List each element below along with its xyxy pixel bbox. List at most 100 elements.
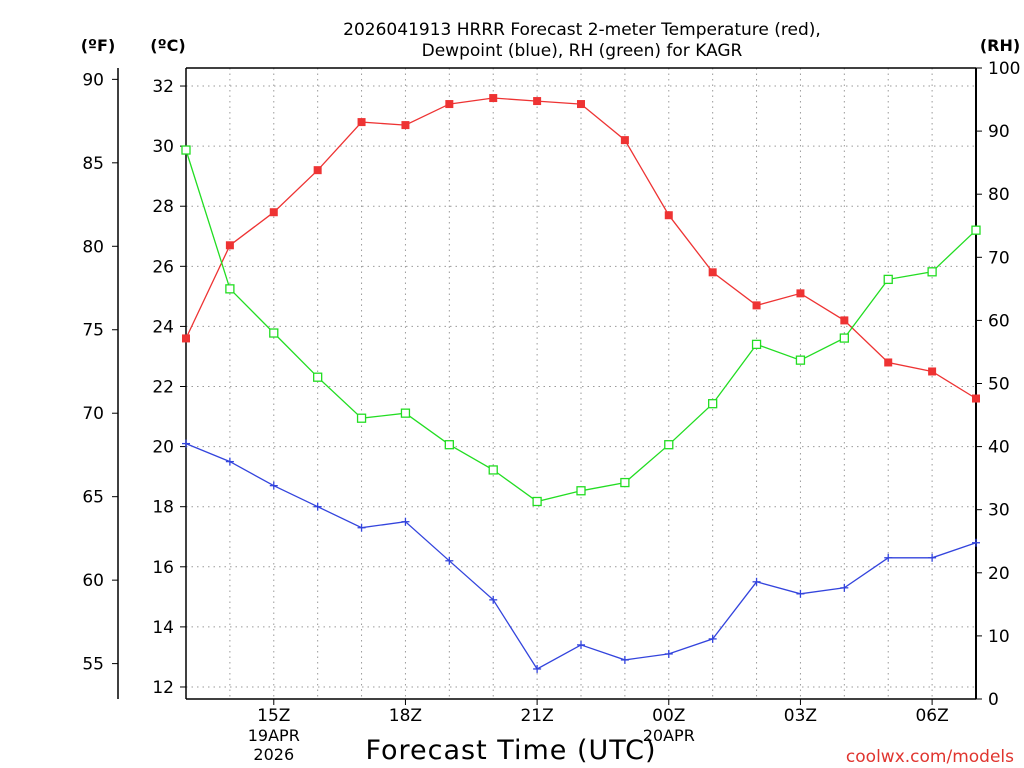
temperature-point [577, 100, 585, 109]
unit-rh-label: (RH) [980, 36, 1020, 55]
ticks: 32 30 28 26 24 22 20 18 16 14 12 90 85 80 75 70 65 60 55 10… [82, 59, 1020, 764]
rh-tick-label: 50 [988, 375, 1010, 395]
dewpoint-point [664, 649, 673, 658]
chart-title-line1: 2026041913 HRRR Forecast 2-meter Tempera… [343, 20, 821, 40]
dewpoint-point [357, 523, 366, 532]
dewpoint-point [225, 457, 234, 466]
dewpoint-point [533, 664, 542, 673]
c-tick-label: 26 [152, 257, 174, 277]
rh-point [444, 440, 454, 450]
rh-tick-label: 30 [988, 501, 1010, 521]
temperature-point [269, 208, 278, 217]
x-tick-year: 2026 [253, 745, 294, 764]
temperature-point [840, 316, 849, 325]
rh-tick-label: 80 [988, 185, 1010, 205]
x-tick-label: 21Z [520, 706, 553, 726]
rh-point [839, 333, 849, 343]
dewpoint-point [489, 595, 498, 604]
chart-title-line2: Dewpoint (blue), RH (green) for KAGR [422, 41, 743, 61]
rh-tick-label: 90 [988, 122, 1010, 142]
dewpoint-point [884, 553, 893, 562]
c-tick-label: 20 [152, 438, 174, 458]
dewpoint-point [577, 640, 585, 649]
dewpoint-point [796, 589, 805, 598]
rh-point [795, 355, 806, 365]
dewpoint-point [928, 553, 937, 562]
dewpoint-point [445, 556, 454, 565]
c-tick-label: 30 [152, 137, 174, 157]
rh-point [488, 465, 498, 475]
temperature-point [752, 301, 761, 310]
dewpoint-point [752, 577, 761, 586]
rh-point [576, 486, 586, 496]
rh-tick-label: 20 [988, 564, 1010, 584]
rh-point [664, 440, 674, 450]
series-rh [181, 145, 981, 507]
rh-point [883, 274, 893, 285]
rh-tick-label: 100 [988, 59, 1020, 79]
temperature-point [972, 394, 980, 403]
rh-tick-label: 0 [988, 690, 999, 710]
temperature-point [664, 211, 673, 220]
dewpoint-point [708, 634, 717, 643]
rh-point [269, 328, 279, 338]
temperature-point [182, 334, 190, 343]
c-tick-label: 18 [152, 498, 174, 518]
f-tick-label: 65 [82, 488, 104, 508]
temperature-point [533, 97, 542, 106]
x-tick-label: 06Z [915, 706, 948, 726]
x-tick-date: 19APR [248, 726, 300, 745]
dewpoint-point [840, 583, 849, 592]
temperature-point [884, 358, 893, 367]
rh-tick-label: 10 [988, 627, 1010, 647]
dewpoint-point [620, 655, 629, 664]
rh-point [181, 145, 191, 155]
temperature-point [445, 100, 454, 109]
rh-point [751, 339, 762, 350]
temperature-point [357, 118, 366, 127]
dewpoint-point [972, 538, 980, 547]
watermark: coolwx.com/models [846, 747, 1014, 767]
temperature-point [489, 94, 498, 103]
series-dewpoint [182, 439, 980, 673]
x-tick-label: 03Z [784, 706, 817, 726]
c-tick-label: 32 [152, 77, 174, 97]
temperature-point [225, 241, 234, 250]
dewpoint-point [269, 481, 278, 490]
c-tick-label: 28 [152, 197, 174, 217]
rh-point [313, 372, 323, 382]
temperature-point [796, 289, 805, 298]
c-tick-label: 24 [152, 317, 174, 337]
x-tick-label: 00Z [652, 706, 685, 726]
rh-point [356, 413, 367, 423]
c-tick-label: 22 [152, 378, 174, 398]
f-tick-label: 90 [82, 70, 104, 90]
rh-point [532, 496, 542, 507]
x-tick-date: 20APR [643, 726, 695, 745]
f-tick-label: 70 [82, 404, 104, 424]
unit-c-label: (ºC) [150, 36, 185, 55]
temperature-point [401, 121, 410, 130]
rh-tick-label: 60 [988, 311, 1010, 331]
c-tick-label: 14 [152, 618, 174, 638]
rh-point [971, 225, 981, 235]
dewpoint-point [401, 517, 410, 526]
dewpoint-point [182, 439, 190, 448]
rh-tick-label: 40 [988, 438, 1010, 458]
rh-point [620, 477, 630, 488]
f-tick-label: 85 [82, 154, 104, 174]
temperature-point [928, 367, 937, 376]
unit-f-label: (ºF) [81, 36, 116, 55]
c-tick-label: 12 [152, 678, 174, 698]
series-layer [181, 94, 981, 673]
rh-tick-label: 70 [988, 248, 1010, 268]
c-tick-label: 16 [152, 558, 174, 578]
x-tick-label: 18Z [389, 706, 422, 726]
rh-point [708, 399, 718, 409]
f-tick-label: 55 [82, 655, 104, 675]
rh-point [400, 408, 411, 418]
temperature-point [620, 136, 629, 145]
temperature-point [313, 166, 322, 175]
rh-point [927, 267, 937, 277]
